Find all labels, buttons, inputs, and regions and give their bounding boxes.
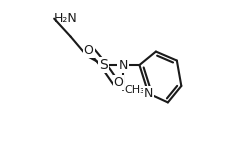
Text: N: N xyxy=(144,87,153,100)
Text: H₂N: H₂N xyxy=(54,12,78,25)
Text: S: S xyxy=(99,58,108,72)
Text: CH₃: CH₃ xyxy=(124,85,145,95)
Text: O: O xyxy=(84,44,94,57)
Text: O: O xyxy=(113,76,123,90)
Text: N: N xyxy=(118,59,128,72)
